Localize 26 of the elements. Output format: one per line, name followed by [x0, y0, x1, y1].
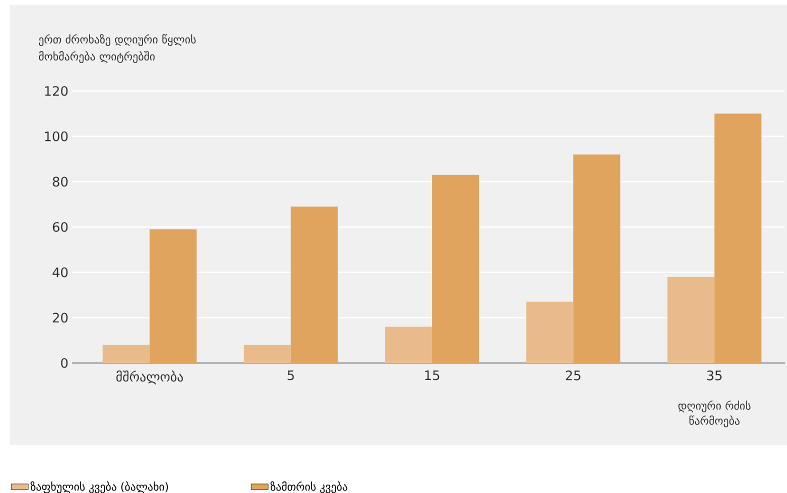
- x-tick-label: მშრალობა: [116, 370, 183, 384]
- legend-label: ზამთრის კვება: [270, 481, 348, 493]
- x-tick-label: 25: [566, 370, 580, 380]
- y-tick-label: 100: [45, 131, 68, 142]
- legend-label: ზაფხულის კვება (ბალახი): [30, 481, 168, 493]
- x-axis-title: დღიური რძის წარმოება: [678, 400, 750, 428]
- y-tick-label: 80: [52, 176, 68, 187]
- bar: [526, 302, 574, 363]
- bar: [244, 344, 291, 363]
- bar: [385, 326, 432, 363]
- x-tick-label: 5: [288, 370, 294, 380]
- bar: [150, 229, 197, 363]
- bar: [573, 154, 620, 363]
- x-tick-label: 15: [425, 370, 440, 380]
- y-axis-title: ერთ ძროხაზე დღიური წყლის მოხმარება ლიტრებში: [38, 34, 196, 63]
- y-tick-label: 120: [45, 86, 68, 96]
- bar: [714, 114, 762, 363]
- y-tick-label: 0: [61, 358, 68, 368]
- y-tick-label: 40: [52, 267, 68, 278]
- x-tick-label: 35: [707, 370, 722, 380]
- bar: [290, 206, 338, 363]
- bar: [102, 344, 150, 363]
- y-tick-label: 60: [52, 222, 68, 232]
- y-tick-label: 20: [52, 312, 68, 323]
- bar: [667, 276, 714, 363]
- bar: [432, 174, 480, 363]
